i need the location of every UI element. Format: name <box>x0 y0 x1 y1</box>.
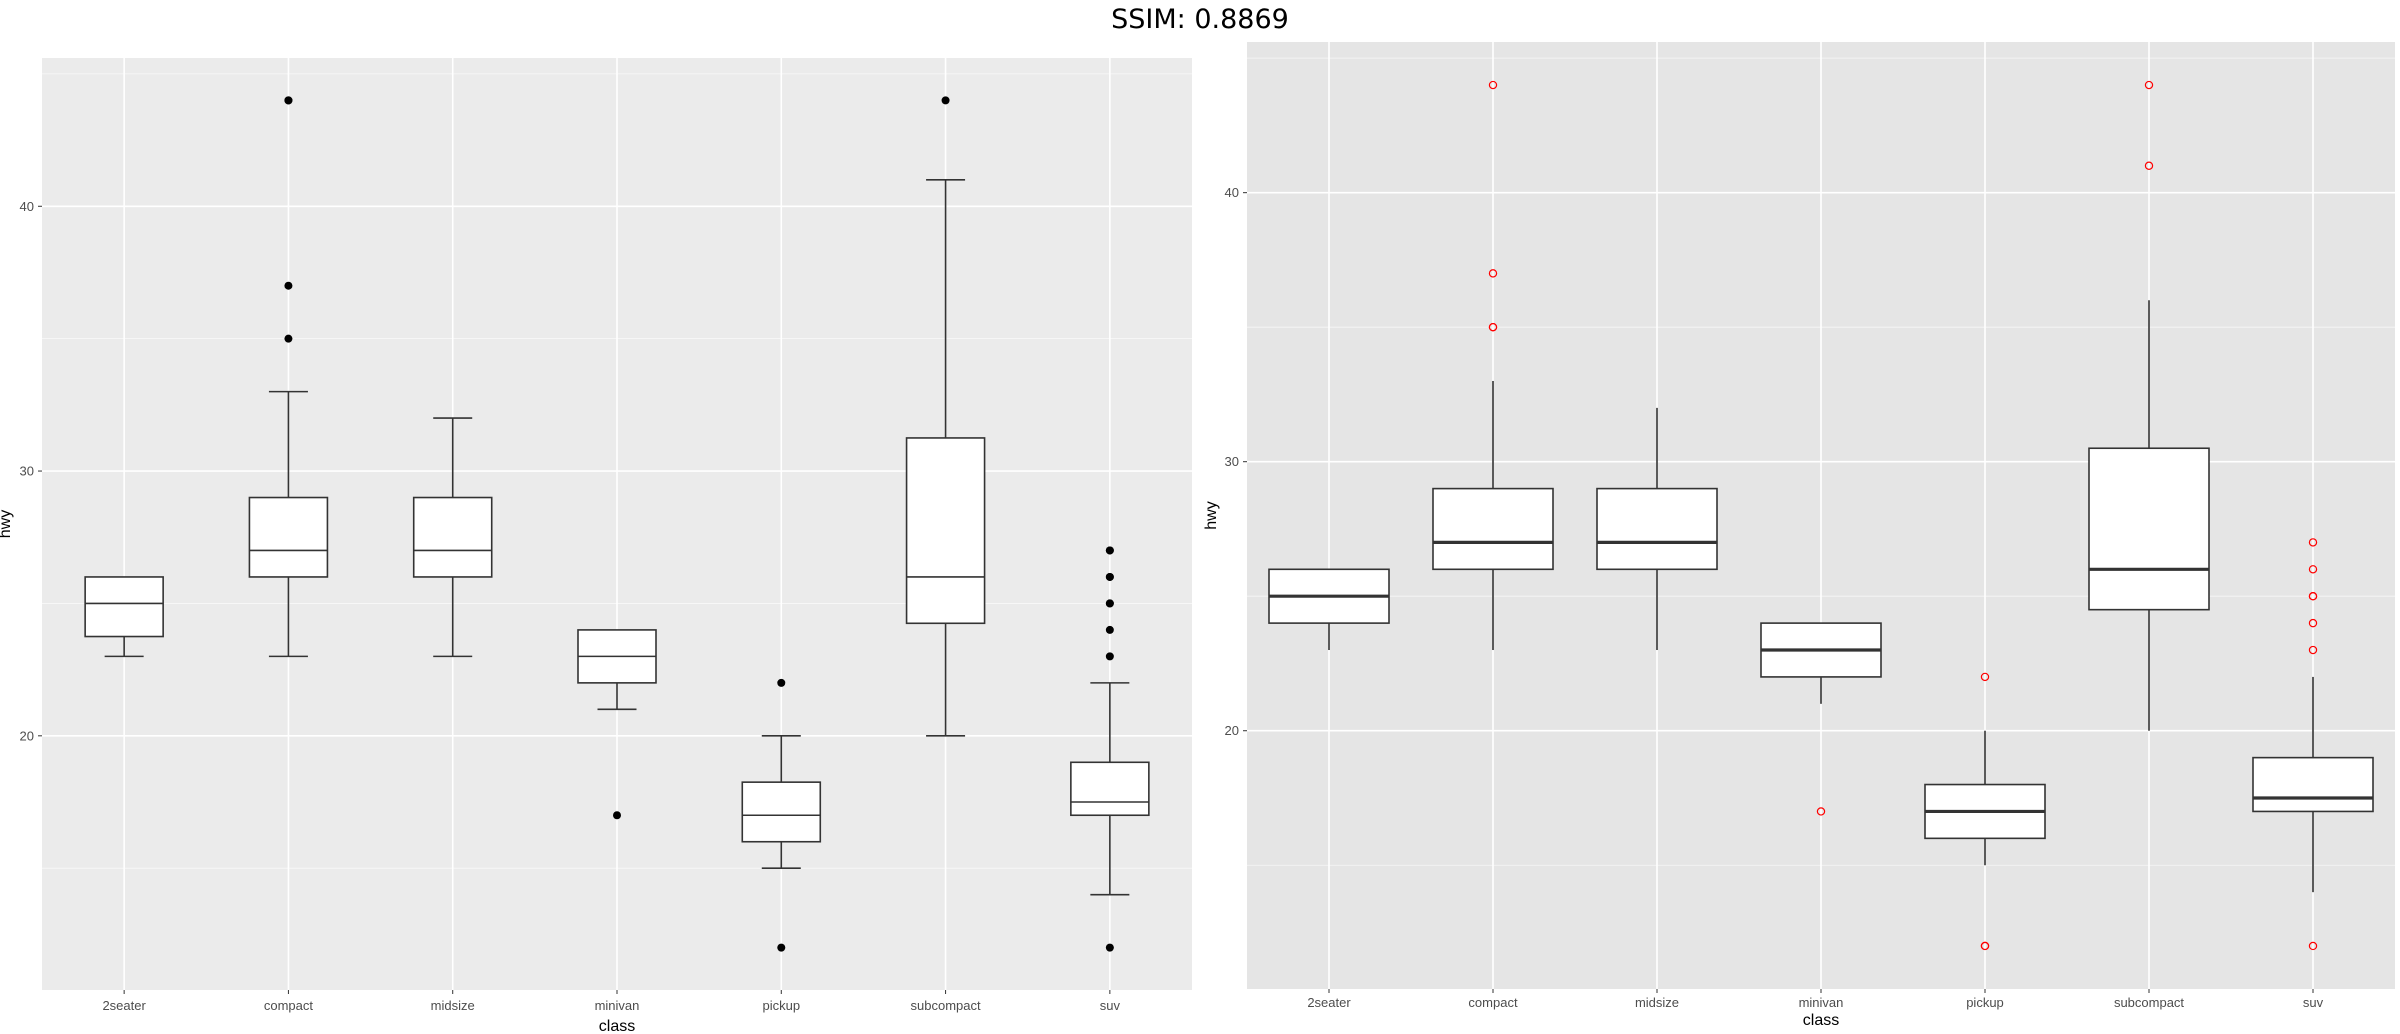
right-xtick-label: suv <box>2303 995 2324 1010</box>
right-y-axis-title: hwy <box>1203 501 1220 529</box>
left-box-suv <box>1070 761 1150 817</box>
left-ytick-label: 30 <box>20 464 34 479</box>
left-outlier-point <box>777 943 786 952</box>
right-outlier-point <box>1980 941 1990 951</box>
right-outlier-point <box>2308 538 2318 547</box>
left-xtick-label: minivan <box>595 998 640 1013</box>
left-outlier-point <box>1105 572 1114 581</box>
right-outlier-point <box>1488 322 1498 332</box>
left-xtick-label: compact <box>264 998 314 1013</box>
left-ytick-label: 40 <box>20 199 34 214</box>
right-outlier-point <box>2144 80 2154 90</box>
right-box-suv <box>2252 756 2374 813</box>
left-xtick-label: subcompact <box>911 998 981 1013</box>
right-outlier-point <box>2308 645 2318 655</box>
right-outlier-point <box>2144 161 2154 170</box>
right-outlier-point <box>1488 80 1498 90</box>
left-outlier-point <box>284 281 293 290</box>
right-ytick-label: 40 <box>1225 185 1239 200</box>
right-outlier-point <box>2308 592 2318 601</box>
right-box-midsize <box>1596 487 1718 571</box>
left-box-2seater <box>84 576 164 638</box>
right-box-subcompact <box>2088 447 2210 611</box>
left-box-pickup <box>741 781 822 843</box>
left-y-axis-title: hwy <box>0 510 14 538</box>
left-outlier-point <box>941 96 950 105</box>
right-xtick-label: pickup <box>1966 995 2004 1010</box>
right-outlier-point <box>2308 618 2318 628</box>
left-outlier-point <box>1105 652 1114 661</box>
left-outlier-point <box>284 96 293 105</box>
left-x-axis-title: class <box>599 1018 635 1034</box>
right-outlier-point <box>1816 807 1826 816</box>
right-x-axis-title: class <box>1803 1012 1839 1029</box>
figure-title: SSIM: 0.8869 <box>1111 4 1289 35</box>
left-outlier-point <box>1105 625 1114 634</box>
left-xtick-label: midsize <box>431 998 475 1013</box>
right-xtick-label: subcompact <box>2114 995 2184 1010</box>
right-ytick-label: 20 <box>1225 723 1239 738</box>
right-xtick-label: minivan <box>1799 995 1844 1010</box>
right-outlier-point <box>1488 269 1498 278</box>
left-box-midsize <box>412 496 493 578</box>
right-outlier-point <box>1980 672 1990 682</box>
right-outlier-point <box>2308 941 2318 951</box>
left-box-subcompact <box>905 437 986 625</box>
right-box-compact <box>1432 487 1554 571</box>
left-outlier-point <box>1105 546 1114 555</box>
left-ytick-label: 20 <box>20 728 34 743</box>
left-outlier-point <box>284 334 293 343</box>
left-xtick-label: suv <box>1100 998 1121 1013</box>
left-box-compact <box>248 496 329 578</box>
left-outlier-point <box>1105 599 1114 608</box>
right-xtick-label: 2seater <box>1307 995 1351 1010</box>
right-ytick-label: 30 <box>1225 454 1239 469</box>
right-outlier-point <box>2308 565 2318 574</box>
left-xtick-label: pickup <box>762 998 800 1013</box>
left-outlier-point <box>777 678 786 687</box>
left-outlier-point <box>1105 943 1114 952</box>
left-xtick-label: 2seater <box>102 998 146 1013</box>
right-xtick-label: compact <box>1468 995 1518 1010</box>
right-xtick-label: midsize <box>1635 995 1679 1010</box>
left-outlier-point <box>613 811 621 820</box>
